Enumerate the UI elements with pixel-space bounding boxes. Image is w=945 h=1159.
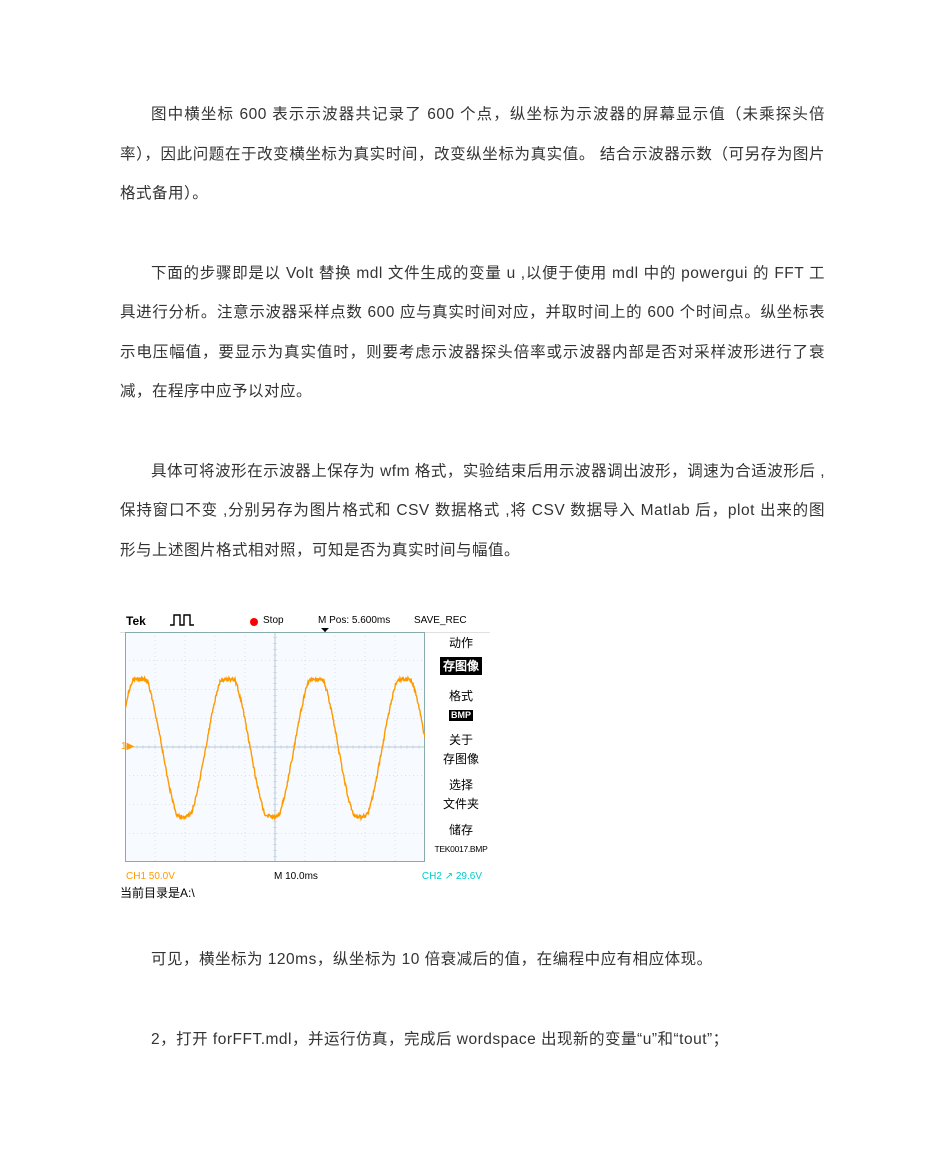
scope-status-line: 当前目录是A:\	[120, 884, 490, 898]
scope-ch1-readout: CH1 50.0V	[126, 870, 175, 884]
menu-about: 关于	[432, 729, 490, 751]
scope-bottom-bar: CH1 50.0V M 10.0ms CH2 ↗ 29.6V	[120, 870, 490, 884]
document-page: 图中横坐标 600 表示示波器共记录了 600 个点，纵坐标为示波器的屏幕显示值…	[0, 0, 945, 1159]
menu-format-value: BMP	[449, 710, 473, 721]
scope-pulse-icon	[170, 613, 194, 630]
scope-ch2-readout: CH2 ↗ 29.6V	[422, 870, 482, 884]
paragraph-1: 图中横坐标 600 表示示波器共记录了 600 个点，纵坐标为示波器的屏幕显示值…	[120, 95, 825, 214]
menu-save-image: 存图像	[440, 657, 482, 675]
menu-select: 选择	[432, 774, 490, 796]
paragraph-5: 2，打开 forFFT.mdl，并运行仿真，完成后 wordspace 出现新的…	[120, 1020, 825, 1060]
scope-topbar: Tek Stop M Pos: 5.600ms SAVE_REC	[120, 610, 490, 633]
scope-stop-dot-icon	[250, 618, 258, 626]
scope-waveform-area: 1▶	[125, 632, 425, 862]
menu-folder: 文件夹	[432, 797, 490, 815]
scope-save-rec: SAVE_REC	[414, 615, 467, 626]
menu-filename: TEK0017.BMP	[432, 841, 490, 854]
menu-action: 动作	[432, 632, 490, 654]
oscilloscope-screenshot: Tek Stop M Pos: 5.600ms SAVE_REC	[120, 610, 490, 898]
menu-store: 储存	[432, 819, 490, 841]
scope-brand: Tek	[126, 614, 146, 628]
scope-side-menu: 动作 存图像 格式 BMP 关于 存图像 选择 文件夹 储存 TEK0017.B…	[432, 632, 490, 870]
scope-m-pos: M Pos: 5.600ms	[318, 615, 390, 626]
paragraph-4: 可见，横坐标为 120ms，纵坐标为 10 倍衰减后的值，在编程中应有相应体现。	[120, 940, 825, 980]
menu-format-label: 格式	[432, 685, 490, 707]
menu-save-image-2: 存图像	[432, 752, 490, 770]
paragraph-3: 具体可将波形在示波器上保存为 wfm 格式，实验结束后用示波器调出波形，调速为合…	[120, 452, 825, 571]
scope-ch1-marker: 1▶	[121, 742, 134, 752]
scope-stop-label: Stop	[263, 615, 284, 626]
scope-frame: Tek Stop M Pos: 5.600ms SAVE_REC	[120, 610, 490, 898]
scope-timebase: M 10.0ms	[274, 870, 318, 884]
scope-waveform-svg	[125, 632, 425, 862]
paragraph-2: 下面的步骤即是以 Volt 替换 mdl 文件生成的变量 u ,以便于使用 md…	[120, 254, 825, 412]
